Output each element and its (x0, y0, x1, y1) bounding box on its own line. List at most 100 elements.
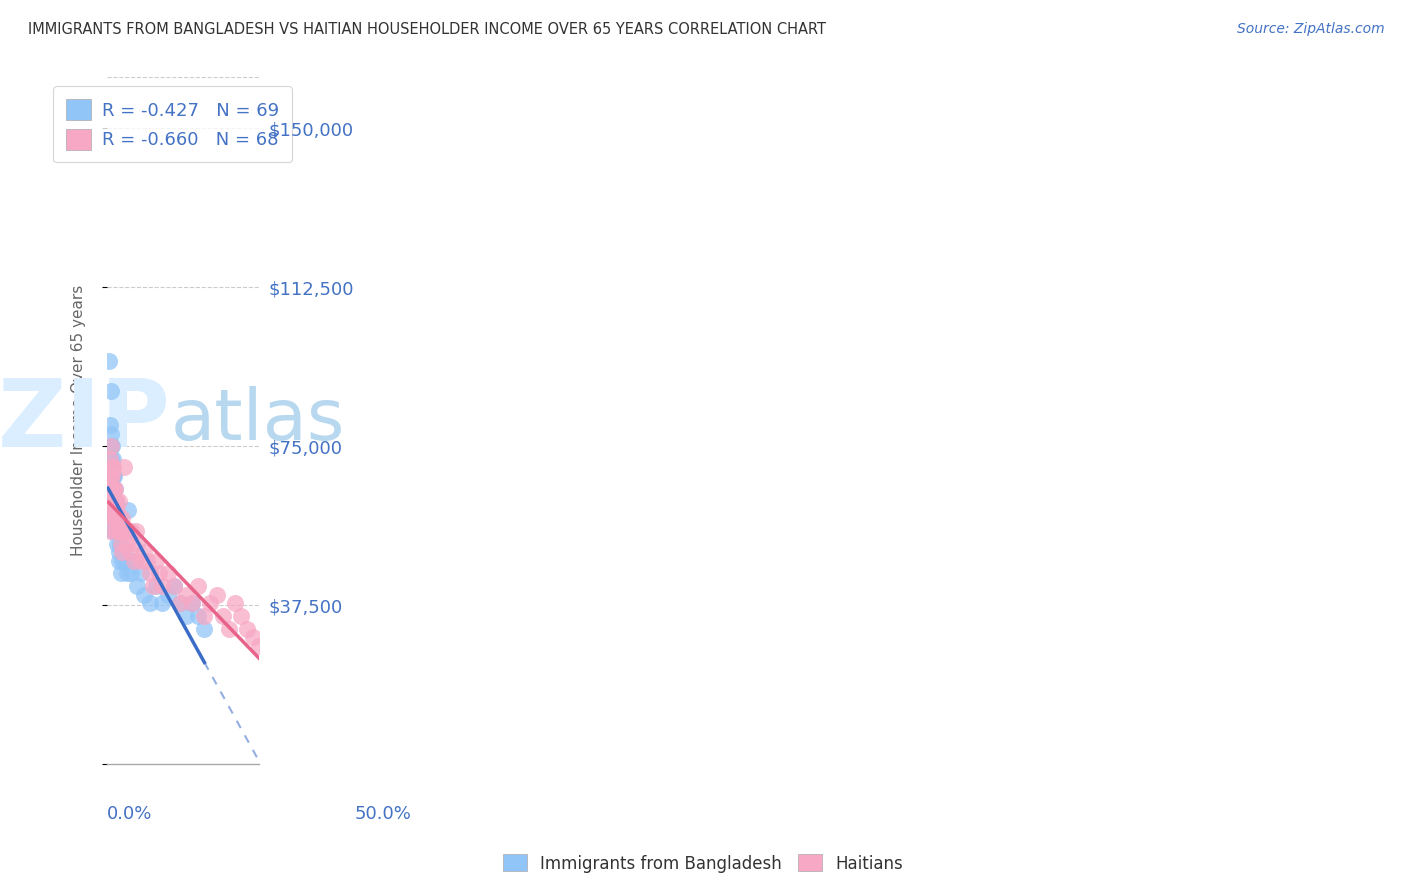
Point (205, 588, 228, 602)
Point (97, 482, 120, 496)
Point (98, 469, 121, 483)
Point (211, 608, 233, 623)
Point (127, 579, 149, 593)
Point (142, 579, 165, 593)
Point (101, 503, 124, 517)
Point (163, 579, 186, 593)
Point (118, 545, 141, 559)
Point (187, 608, 209, 623)
Point (115, 537, 138, 551)
Point (97, 494, 120, 508)
Point (115, 566, 138, 581)
Point (101, 511, 124, 525)
Point (101, 439, 124, 453)
Point (107, 524, 129, 538)
Point (103, 469, 125, 483)
Point (101, 469, 124, 483)
Point (98, 452, 121, 467)
Legend: Immigrants from Bangladesh, Haitians: Immigrants from Bangladesh, Haitians (496, 847, 910, 880)
Point (103, 452, 125, 467)
Text: 50.0%: 50.0% (354, 805, 412, 823)
Point (103, 482, 125, 496)
Point (98, 469, 121, 483)
Point (100, 482, 122, 496)
Point (100, 452, 122, 467)
Point (111, 524, 134, 538)
Point (101, 469, 124, 483)
Point (132, 588, 155, 602)
Point (100, 460, 122, 475)
Point (101, 494, 124, 508)
Point (129, 554, 152, 568)
Point (200, 596, 222, 610)
Point (187, 579, 209, 593)
Point (105, 524, 128, 538)
Point (169, 596, 191, 610)
Point (101, 460, 124, 475)
Point (107, 524, 129, 538)
Point (97, 354, 120, 368)
Point (218, 622, 240, 636)
Point (100, 494, 122, 508)
Point (105, 511, 128, 525)
Point (105, 503, 128, 517)
Point (138, 596, 160, 610)
Point (98, 418, 121, 433)
Point (101, 482, 124, 496)
Point (104, 503, 127, 517)
Text: ZIP: ZIP (0, 375, 172, 467)
Point (108, 524, 131, 538)
Point (112, 545, 135, 559)
Point (163, 579, 186, 593)
Point (114, 554, 136, 568)
Point (104, 511, 127, 525)
Point (124, 554, 146, 568)
Point (104, 511, 127, 525)
Point (100, 469, 122, 483)
Point (98, 511, 121, 525)
Point (103, 503, 125, 517)
Point (104, 503, 127, 517)
Y-axis label: Householder Income Over 65 years: Householder Income Over 65 years (72, 285, 86, 557)
Point (97, 503, 120, 517)
Point (104, 494, 127, 508)
Point (103, 494, 125, 508)
Point (100, 482, 122, 496)
Point (174, 608, 197, 623)
Text: atlas: atlas (172, 386, 346, 455)
Point (117, 524, 139, 538)
Point (117, 503, 139, 517)
Text: IMMIGRANTS FROM BANGLADESH VS HAITIAN HOUSEHOLDER INCOME OVER 65 YEARS CORRELATI: IMMIGRANTS FROM BANGLADESH VS HAITIAN HO… (28, 22, 827, 37)
Point (145, 554, 167, 568)
Text: Source: ZipAtlas.com: Source: ZipAtlas.com (1237, 22, 1385, 37)
Point (100, 426, 122, 441)
Point (145, 579, 167, 593)
Text: 0.0%: 0.0% (107, 805, 152, 823)
Point (156, 566, 179, 581)
Point (138, 566, 160, 581)
Point (104, 524, 127, 538)
Point (242, 630, 264, 644)
Point (132, 545, 155, 559)
Point (97, 469, 120, 483)
Point (150, 579, 173, 593)
Point (101, 482, 124, 496)
Point (103, 494, 125, 508)
Point (100, 384, 122, 399)
Point (169, 596, 191, 610)
Point (124, 554, 146, 568)
Point (100, 439, 122, 453)
Legend: R = -0.427   N = 69, R = -0.660   N = 68: R = -0.427 N = 69, R = -0.660 N = 68 (53, 87, 291, 162)
Point (156, 588, 179, 602)
Point (108, 554, 131, 568)
Point (193, 622, 215, 636)
Point (224, 596, 246, 610)
Point (103, 482, 125, 496)
Point (174, 588, 197, 602)
Point (125, 524, 148, 538)
Point (108, 511, 131, 525)
Point (127, 537, 149, 551)
Point (111, 545, 134, 559)
Point (101, 511, 124, 525)
Point (98, 452, 121, 467)
